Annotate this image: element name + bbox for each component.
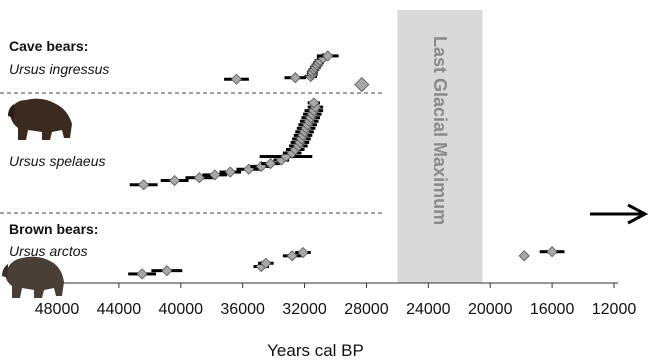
ursus-ingressus-label: Ursus ingressus	[9, 61, 110, 77]
data-point	[169, 174, 181, 187]
data-point	[518, 250, 530, 262]
x-tick-label: 40000	[159, 301, 204, 318]
ursus-spelaeus-label: Ursus spelaeus	[9, 153, 106, 169]
x-tick-label: 32000	[282, 301, 327, 318]
x-tick-label: 12000	[592, 301, 637, 318]
data-point	[546, 246, 558, 258]
data-point	[136, 268, 148, 280]
x-tick-label: 16000	[530, 301, 575, 318]
cave-bears-title: Cave bears:	[9, 38, 89, 54]
x-tick-label: 44000	[97, 301, 142, 318]
brown-bear-icon	[2, 256, 65, 298]
data-point	[260, 257, 272, 269]
x-axis-title: Years cal BP	[267, 341, 364, 360]
data-point	[161, 265, 173, 277]
data-point	[286, 250, 298, 262]
cave-bear-icon	[8, 98, 72, 140]
data-point	[209, 169, 221, 181]
lgm-label: Last Glacial Maximum	[430, 36, 450, 225]
data-point	[230, 73, 243, 85]
x-tick-label: 20000	[468, 301, 513, 318]
x-tick-label: 28000	[344, 301, 389, 318]
data-point	[322, 50, 334, 62]
data-point	[297, 246, 309, 259]
arrow-right-icon	[590, 203, 649, 225]
data-point	[264, 158, 277, 170]
data-point	[138, 179, 150, 191]
x-tick-label: 48000	[35, 301, 80, 318]
data-point	[308, 97, 320, 109]
x-ticks: 48000 44000 40000 36000 32000 28000 24000 20000…	[35, 283, 637, 318]
x-tick-label: 36000	[220, 301, 265, 318]
data-point	[289, 72, 301, 84]
data-point	[224, 166, 236, 178]
data-marks	[128, 50, 565, 280]
x-tick-label: 24000	[406, 301, 451, 318]
brown-bears-title: Brown bears:	[9, 221, 99, 237]
lgm-band	[397, 10, 483, 283]
ursus-arctos-label: Ursus arctos	[9, 243, 88, 259]
data-point	[354, 77, 370, 93]
